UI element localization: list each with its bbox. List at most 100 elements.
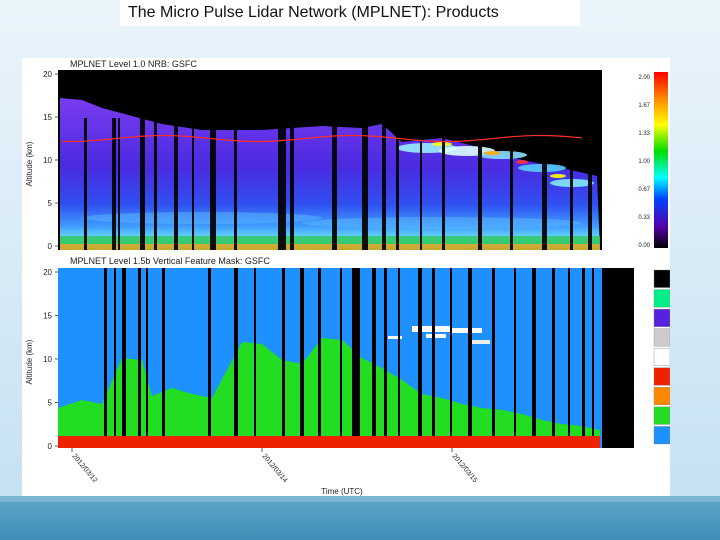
vfm-gap (384, 268, 387, 436)
legend-swatch (653, 269, 671, 288)
nrb-gap (362, 118, 368, 250)
nrb-y-axis: 0 5 10 15 20 (43, 70, 58, 251)
nrb-y-tick-label: 10 (43, 156, 52, 165)
title-box (120, 0, 580, 26)
nrb-gap (588, 118, 592, 250)
nrb-gap (154, 118, 157, 250)
colorbar-tick-label: 0.00 (638, 243, 650, 249)
vfm-gap (450, 268, 452, 436)
vfm-no-signal-end (602, 268, 634, 448)
vfm-x-tick-label: 2012/03/15 (450, 453, 478, 484)
vfm-gap (254, 268, 256, 436)
legend-swatch (653, 387, 671, 406)
nrb-gap (542, 118, 547, 250)
vfm-gap (418, 268, 422, 436)
nrb-signal (60, 98, 600, 250)
nrb-overlay-line (61, 134, 583, 143)
lidar-figure: MPLNET Level 1.0 NRB: GSFC (25, 59, 709, 496)
vfm-y-tick-label: 0 (48, 442, 53, 451)
vfm-y-tick-label: 5 (48, 399, 53, 408)
vfm-pbl-aerosol (58, 436, 600, 448)
colorbar-tick-label: 1.67 (638, 103, 650, 109)
vfm-gap (552, 268, 555, 436)
vfm-gap (592, 268, 594, 436)
vfm-gap (300, 268, 304, 436)
vfm-y-label: Altitude (km) (25, 339, 34, 384)
nrb-gap (140, 118, 145, 250)
legend-swatch (653, 348, 671, 366)
nrb-gap (382, 118, 386, 250)
vfm-gap (582, 268, 585, 436)
nrb-y-tick-label: 0 (48, 242, 53, 251)
legend-swatch (653, 289, 671, 308)
nrb-gap (278, 118, 286, 250)
colorbar-tick-label: 1.33 (638, 131, 650, 137)
vfm-aerosol-layer (58, 338, 600, 448)
vfm-gap (372, 268, 376, 436)
vfm-y-tick-label: 20 (43, 268, 52, 277)
footer-stripe (0, 496, 720, 502)
vfm-gap (568, 268, 570, 436)
colorbar-tick-label: 2.00 (638, 75, 650, 81)
vfm-y-tick-label: 10 (43, 355, 52, 364)
vfm-y-axis: 0 5 10 15 20 (43, 268, 58, 451)
legend-swatch (653, 426, 671, 445)
vfm-title: MPLNET Level 1.5b Vertical Feature Mask:… (70, 256, 270, 266)
nrb-gap (290, 118, 294, 250)
nrb-gap (112, 118, 116, 250)
legend-swatch (653, 328, 671, 347)
vfm-gap (398, 268, 400, 436)
vfm-gap (532, 268, 536, 436)
nrb-colorbar-ticks: 2.00 1.67 1.33 1.00 0.67 0.33 0.00 (638, 75, 650, 249)
nrb-boundary-layer (60, 236, 600, 244)
nrb-gap (478, 118, 482, 250)
nrb-gap (192, 118, 194, 250)
nrb-data-gaps (84, 118, 592, 250)
footer-band (0, 496, 720, 540)
colorbar-tick-label: 1.00 (638, 159, 650, 165)
vfm-gap (318, 268, 321, 436)
vfm-x-tick-label: 2012/03/12 (70, 453, 98, 484)
vfm-gap (340, 268, 342, 436)
nrb-y-tick-label: 5 (48, 199, 53, 208)
nrb-gap (332, 118, 337, 250)
colorbar-tick-label: 0.33 (638, 215, 650, 221)
legend-swatch (653, 406, 671, 425)
vfm-no-signal-bars (104, 268, 594, 436)
nrb-colorbar (654, 72, 668, 248)
nrb-surface-layer (60, 244, 600, 250)
vfm-gap (514, 268, 516, 436)
slide-title: The Micro Pulse Lidar Network (MPLNET): … (128, 4, 499, 21)
vfm-gap (122, 268, 126, 436)
vfm-x-axis: 2012/03/12 2012/03/14 2012/03/15 (70, 448, 478, 484)
nrb-gap (442, 118, 445, 250)
vfm-gap (208, 268, 211, 436)
vfm-panel: MPLNET Level 1.5b Vertical Feature Mask:… (25, 256, 709, 496)
vfm-x-label: Time (UTC) (321, 487, 363, 496)
nrb-gap (118, 118, 120, 250)
nrb-y-tick-label: 20 (43, 70, 52, 79)
legend-swatch (653, 367, 671, 386)
nrb-gap (210, 118, 216, 250)
vfm-gap (432, 268, 435, 436)
nrb-gap (174, 118, 178, 250)
vfm-gap (352, 268, 360, 436)
figure-panel: MPLNET Level 1.0 NRB: GSFC (22, 58, 709, 498)
vfm-gap (114, 268, 116, 436)
vfm-gap (492, 268, 495, 436)
vfm-gap (162, 268, 165, 436)
vfm-y-tick-label: 15 (43, 312, 52, 321)
nrb-gap (570, 118, 573, 250)
nrb-gap (510, 118, 513, 250)
legend-swatch (653, 308, 671, 327)
vfm-legend: No SignalRainCirrusCloud or AerosolCloud… (653, 269, 709, 445)
nrb-title: MPLNET Level 1.0 NRB: GSFC (70, 59, 197, 69)
vfm-gap (138, 268, 141, 436)
nrb-y-tick-label: 15 (43, 113, 52, 122)
vfm-gap (104, 268, 107, 436)
nrb-gap (396, 118, 399, 250)
nrb-gap (84, 118, 87, 250)
nrb-panel: MPLNET Level 1.0 NRB: GSFC (25, 59, 668, 251)
nrb-gap (234, 118, 237, 250)
colorbar-tick-label: 0.67 (638, 187, 650, 193)
